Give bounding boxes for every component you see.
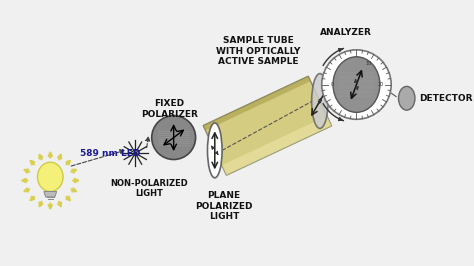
Polygon shape bbox=[203, 76, 310, 131]
Text: PLANE
POLARIZED
LIGHT: PLANE POLARIZED LIGHT bbox=[195, 192, 253, 221]
Circle shape bbox=[152, 116, 196, 160]
Circle shape bbox=[322, 50, 391, 119]
Text: 10: 10 bbox=[365, 61, 372, 66]
Text: 20: 20 bbox=[378, 82, 384, 87]
Text: FIXED
POLARIZER: FIXED POLARIZER bbox=[141, 99, 198, 119]
Polygon shape bbox=[203, 76, 331, 175]
Text: 0: 0 bbox=[330, 82, 333, 87]
Ellipse shape bbox=[37, 162, 63, 192]
Text: 589 nm LED: 589 nm LED bbox=[80, 149, 140, 158]
Text: SAMPLE TUBE
WITH OPTICALLY
ACTIVE SAMPLE: SAMPLE TUBE WITH OPTICALLY ACTIVE SAMPLE bbox=[216, 36, 301, 66]
Polygon shape bbox=[222, 116, 331, 175]
Text: DETECTOR: DETECTOR bbox=[419, 94, 473, 103]
Ellipse shape bbox=[312, 74, 328, 128]
Polygon shape bbox=[44, 192, 57, 197]
Text: ANALYZER: ANALYZER bbox=[319, 28, 372, 37]
Text: NON-POLARIZED
LIGHT: NON-POLARIZED LIGHT bbox=[110, 179, 188, 198]
Ellipse shape bbox=[333, 57, 380, 112]
Ellipse shape bbox=[399, 86, 415, 110]
Ellipse shape bbox=[208, 123, 222, 178]
